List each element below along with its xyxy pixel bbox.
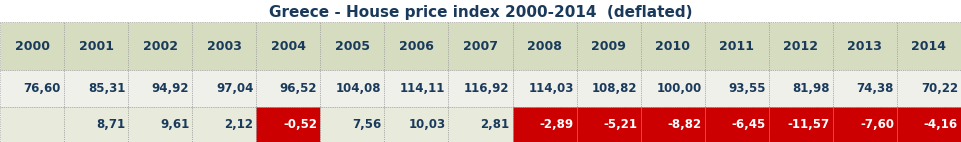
Bar (384, 107, 449, 142)
Bar (0, 22, 64, 70)
Bar (128, 22, 192, 70)
Text: 2008: 2008 (528, 39, 562, 53)
Bar (769, 70, 833, 107)
Bar (128, 107, 192, 142)
Bar (512, 22, 577, 70)
Bar (704, 70, 769, 107)
Text: 2000: 2000 (14, 39, 50, 53)
Bar (833, 22, 897, 70)
Text: 70,22: 70,22 (921, 82, 958, 95)
Text: 81,98: 81,98 (793, 82, 830, 95)
Bar (897, 22, 961, 70)
Bar (704, 107, 769, 142)
Text: 7,56: 7,56 (352, 118, 382, 131)
Text: -0,52: -0,52 (283, 118, 317, 131)
Text: 2014: 2014 (911, 39, 947, 53)
Bar (641, 22, 704, 70)
Bar (64, 22, 128, 70)
Text: 10,03: 10,03 (408, 118, 446, 131)
Bar (320, 70, 384, 107)
Text: 2002: 2002 (142, 39, 178, 53)
Bar (192, 70, 257, 107)
Text: 2010: 2010 (655, 39, 690, 53)
Text: 104,08: 104,08 (336, 82, 382, 95)
Bar (257, 107, 320, 142)
Bar (833, 70, 897, 107)
Text: Greece - House price index 2000-2014  (deflated): Greece - House price index 2000-2014 (de… (269, 6, 692, 20)
Text: 96,52: 96,52 (280, 82, 317, 95)
Bar (641, 70, 704, 107)
Text: -5,21: -5,21 (604, 118, 638, 131)
Text: 108,82: 108,82 (592, 82, 638, 95)
Bar (769, 22, 833, 70)
Bar (512, 107, 577, 142)
Bar (64, 107, 128, 142)
Text: 2007: 2007 (463, 39, 498, 53)
Text: 2009: 2009 (591, 39, 626, 53)
Text: 2,12: 2,12 (224, 118, 254, 131)
Bar (704, 22, 769, 70)
Text: 85,31: 85,31 (87, 82, 125, 95)
Bar (128, 70, 192, 107)
Bar (897, 70, 961, 107)
Bar (897, 107, 961, 142)
Text: 114,11: 114,11 (400, 82, 446, 95)
Text: 97,04: 97,04 (216, 82, 254, 95)
Bar (320, 22, 384, 70)
Bar (257, 70, 320, 107)
Bar (384, 22, 449, 70)
Text: 8,71: 8,71 (96, 118, 125, 131)
Text: 9,61: 9,61 (160, 118, 189, 131)
Text: -11,57: -11,57 (788, 118, 830, 131)
Text: -7,60: -7,60 (860, 118, 894, 131)
Bar (384, 70, 449, 107)
Text: -4,16: -4,16 (924, 118, 958, 131)
Text: 100,00: 100,00 (656, 82, 702, 95)
Text: 2,81: 2,81 (480, 118, 509, 131)
Bar (449, 22, 512, 70)
Text: 2003: 2003 (207, 39, 241, 53)
Bar (833, 107, 897, 142)
Bar (192, 22, 257, 70)
Bar (577, 107, 641, 142)
Text: 2001: 2001 (79, 39, 113, 53)
Bar (512, 70, 577, 107)
Text: 2006: 2006 (399, 39, 433, 53)
Text: 2004: 2004 (271, 39, 306, 53)
Text: -8,82: -8,82 (668, 118, 702, 131)
Bar (64, 70, 128, 107)
Text: 2013: 2013 (848, 39, 882, 53)
Text: -2,89: -2,89 (539, 118, 574, 131)
Bar (320, 107, 384, 142)
Bar (769, 107, 833, 142)
Text: 76,60: 76,60 (24, 82, 62, 95)
Bar (577, 22, 641, 70)
Text: -6,45: -6,45 (731, 118, 766, 131)
Bar (641, 107, 704, 142)
Bar (0, 70, 64, 107)
Bar (192, 107, 257, 142)
Bar (0, 107, 64, 142)
Text: 74,38: 74,38 (856, 82, 894, 95)
Bar (449, 107, 512, 142)
Text: 2012: 2012 (783, 39, 819, 53)
Text: 116,92: 116,92 (464, 82, 509, 95)
Bar (449, 70, 512, 107)
Text: 94,92: 94,92 (152, 82, 189, 95)
Bar (257, 22, 320, 70)
Text: 114,03: 114,03 (529, 82, 574, 95)
Text: 93,55: 93,55 (728, 82, 766, 95)
Bar (577, 70, 641, 107)
Text: 2011: 2011 (719, 39, 754, 53)
Text: 2005: 2005 (334, 39, 370, 53)
